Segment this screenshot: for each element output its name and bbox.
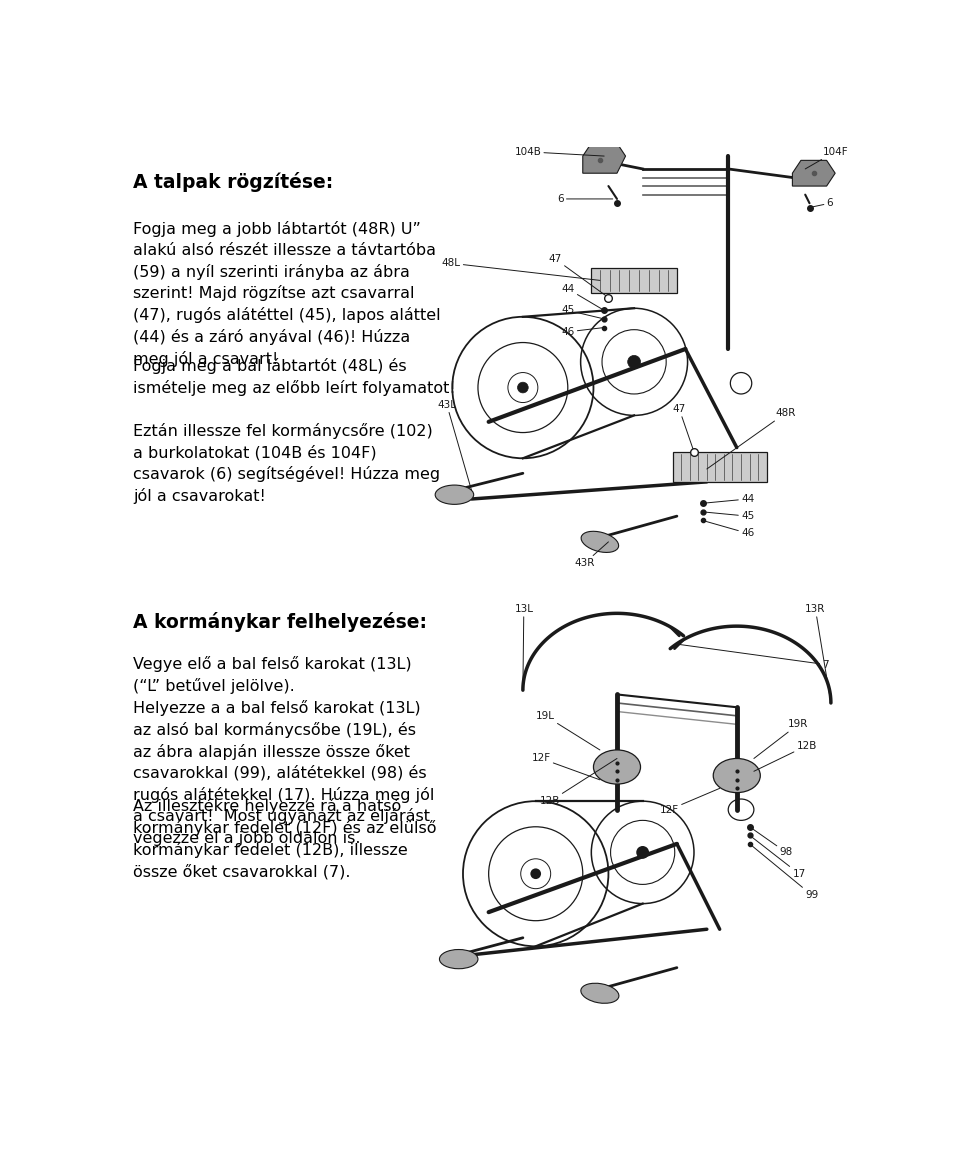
Text: A talpak rögzítése:: A talpak rögzítése: xyxy=(133,172,334,193)
Text: A kormánykar felhelyezése:: A kormánykar felhelyezése: xyxy=(133,612,427,632)
Text: Eztán illessze fel kormánycsőre (102)
a burkolatokat (104B és 104F)
csavarok (6): Eztán illessze fel kormánycsőre (102) a … xyxy=(133,423,441,504)
Text: Fogja meg a jobb lábtartót (48R) U”
alakú alsó részét illessze a távtartóba
(59): Fogja meg a jobb lábtartót (48R) U” alak… xyxy=(133,222,441,367)
Text: Vegye elő a bal felső karokat (13L)
(“L” betűvel jelölve).
Helyezze a a bal fels: Vegye elő a bal felső karokat (13L) (“L”… xyxy=(133,656,435,847)
Text: Az illesztékre helyezze rá a hatsó
kormánykar fedelet (12F) és az elülső
kormány: Az illesztékre helyezze rá a hatsó kormá… xyxy=(133,798,437,879)
Text: Fogja meg a bal lábtartót (48L) és
ismételje meg az előbb leírt folyamatot!: Fogja meg a bal lábtartót (48L) és ismét… xyxy=(133,358,456,396)
